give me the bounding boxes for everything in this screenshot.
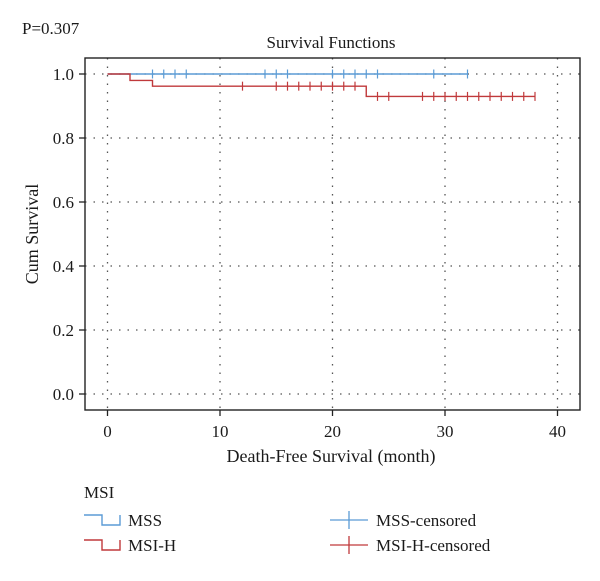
plot-frame [84, 57, 581, 411]
x-tick-label: 10 [212, 422, 229, 441]
x-axis-ticks: 0 10 20 30 40 [103, 410, 566, 441]
y-tick-label: 0.2 [53, 321, 74, 340]
legend-symbol-msi-h [84, 539, 121, 551]
legend-label-mss: MSS [128, 511, 162, 530]
legend-label-msi-h: MSI-H [128, 536, 176, 555]
legend-symbol-mss [84, 514, 121, 526]
y-tick-label: 0.8 [53, 129, 74, 148]
legend-label-mss-censored: MSS-censored [376, 511, 477, 530]
x-axis-label: Death-Free Survival (month) [227, 446, 436, 467]
x-tick-label: 0 [103, 422, 112, 441]
x-tick-label: 40 [549, 422, 566, 441]
y-tick-label: 1.0 [53, 65, 74, 84]
legend-title: MSI [84, 483, 115, 502]
legend-label-msi-h-censored: MSI-H-censored [376, 536, 491, 555]
x-tick-label: 20 [324, 422, 341, 441]
y-axis-ticks: 0.0 0.2 0.4 0.6 0.8 1.0 [53, 65, 85, 404]
grid-lines [85, 58, 580, 410]
p-value-label: P=0.307 [22, 19, 80, 38]
legend: MSI MSS MSI-H MSS-censored MSI-H-censored [84, 483, 491, 555]
y-tick-label: 0.6 [53, 193, 74, 212]
y-axis-label: Cum Survival [22, 184, 42, 285]
chart-title: Survival Functions [267, 33, 396, 52]
y-tick-label: 0.0 [53, 385, 74, 404]
survival-curves [107, 69, 536, 101]
x-tick-label: 30 [437, 422, 454, 441]
y-tick-label: 0.4 [53, 257, 75, 276]
curve-msi-h [107, 73, 535, 98]
